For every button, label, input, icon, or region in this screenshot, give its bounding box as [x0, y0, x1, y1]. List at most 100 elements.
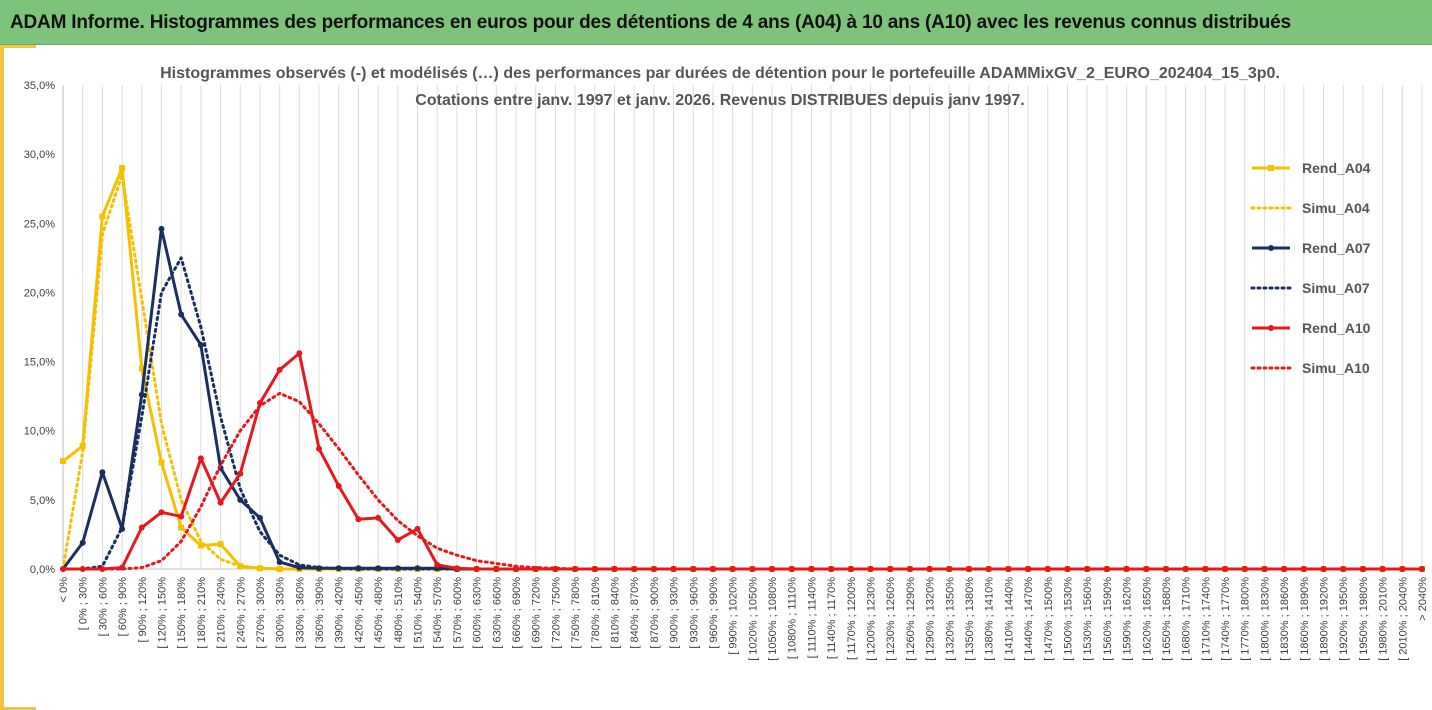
x-tick-label: [ 1710% ; 1740% — [1200, 577, 1212, 661]
data-point — [178, 311, 185, 318]
x-tick-label: [ 1560% ; 1590% — [1102, 577, 1114, 661]
x-tick-label: [ 750% ; 780% — [570, 577, 582, 649]
data-point — [217, 499, 224, 506]
legend-label: Simu_A04 — [1302, 200, 1370, 216]
x-tick-label: [ 900% ; 930% — [669, 577, 681, 649]
data-point — [178, 513, 185, 520]
series-line — [61, 227, 1422, 571]
x-tick-label: [ 150% ; 180% — [176, 577, 188, 649]
chart-title-line-2: Cotations entre janv. 1997 et janv. 2026… — [415, 92, 1024, 109]
data-point — [296, 350, 303, 357]
y-tick-label: 0,0% — [30, 564, 55, 576]
data-point — [276, 559, 283, 566]
grid-lines — [62, 85, 1423, 569]
data-point — [256, 565, 263, 572]
report-title: ADAM Informe. Histogrammes des performan… — [10, 12, 1291, 33]
legend-item: Simu_A07 — [1250, 280, 1370, 296]
legend: Rend_A04 Simu_A04 Rend_A07 Simu_A07 Rend_A10… — [1250, 160, 1371, 376]
report-banner: ADAM Informe. Histogrammes des performan… — [0, 0, 1432, 45]
data-point — [1379, 566, 1386, 572]
data-point — [60, 458, 66, 465]
y-tick-label: 5,0% — [30, 495, 55, 507]
x-tick-label: [ 330% ; 360% — [294, 577, 306, 649]
x-tick-label: > 2040% — [1417, 577, 1429, 621]
data-point — [158, 459, 165, 466]
x-tick-label: [ 810% ; 840% — [609, 577, 621, 649]
data-point — [394, 536, 401, 543]
x-tick-label: [ 990% ; 1020% — [728, 577, 740, 655]
x-tick-label: [ 1320% ; 1350% — [944, 577, 956, 661]
data-point — [690, 566, 697, 572]
legend-marker — [1268, 245, 1274, 251]
y-axis-ticks: 0,0% 5,0% 10,0% 15,0% 20,0% 25,0% 30,0% 35,0% — [24, 80, 55, 576]
series-simu-a10 — [61, 391, 1424, 571]
data-point — [197, 341, 204, 348]
data-point — [355, 516, 362, 523]
chart-title-line-1: Histogrammes observés (-) et modélisés (… — [160, 65, 1280, 82]
series-simu-a07 — [61, 256, 1424, 571]
x-tick-label: [ 930% ; 960% — [688, 577, 700, 649]
x-tick-label: [ 1590% ; 1620% — [1122, 577, 1134, 661]
data-point — [158, 509, 165, 516]
x-tick-label: [ 1440% ; 1470% — [1023, 577, 1035, 661]
x-tick-label: [ 1080% ; 1110% — [787, 577, 799, 659]
x-tick-label: [ 90% ; 120% — [137, 577, 149, 643]
x-tick-label: [ 1740% ; 1770% — [1220, 577, 1232, 661]
x-tick-label: [ 1950% ; 1980% — [1358, 577, 1370, 661]
x-tick-label: [ 420% ; 450% — [353, 577, 365, 649]
x-tick-label: [ 1800% ; 1830% — [1259, 577, 1271, 661]
x-tick-label: [ 540% ; 570% — [432, 577, 444, 649]
x-tick-label: [ 1860% ; 1890% — [1299, 577, 1311, 661]
x-tick-label: [ 1350% ; 1380% — [964, 577, 976, 661]
legend-item: Rend_A07 — [1252, 240, 1371, 256]
x-tick-label: [ 1230% ; 1260% — [885, 577, 897, 661]
legend-item: Simu_A10 — [1250, 360, 1370, 376]
x-tick-label: [ 1200% ; 1230% — [866, 577, 878, 661]
x-tick-label: [ 1380% ; 1410% — [984, 577, 996, 661]
data-point — [434, 561, 441, 568]
data-point — [119, 164, 126, 171]
data-point — [237, 496, 244, 503]
data-point — [473, 566, 480, 572]
data-point — [611, 566, 618, 572]
data-point — [493, 566, 500, 572]
legend-item: Rend_A10 — [1252, 320, 1371, 336]
x-tick-label: [ 840% ; 870% — [629, 577, 641, 649]
x-tick-label: [ 1470% ; 1500% — [1043, 577, 1055, 661]
x-tick-label: [ 60% ; 90% — [117, 577, 129, 637]
data-point — [316, 445, 323, 452]
x-tick-label: [ 600% ; 630% — [472, 577, 484, 649]
x-tick-label: [ 1980% ; 2010% — [1378, 577, 1390, 661]
x-tick-label: [ 1830% ; 1860% — [1279, 577, 1291, 661]
data-point — [276, 366, 283, 373]
x-tick-label: [ 480% ; 510% — [393, 577, 405, 649]
data-point — [99, 213, 106, 220]
x-tick-label: [ 0% ; 30% — [78, 577, 90, 630]
x-tick-label: [ 1290% ; 1320% — [925, 577, 937, 661]
series-line — [61, 256, 1424, 571]
x-tick-label: [ 1620% ; 1650% — [1141, 577, 1153, 661]
series-line — [61, 173, 1424, 571]
legend-marker — [1268, 325, 1274, 331]
x-axis-ticks: < 0% [ 0% ; 30% [ 30% ; 60% [ 60% ; 90% [ 90… — [58, 577, 1429, 661]
frame-left-accent — [0, 45, 4, 710]
x-tick-label: [ 2010% ; 2040% — [1397, 577, 1409, 661]
data-point — [158, 225, 165, 232]
x-tick-label: [ 570% ; 600% — [452, 577, 464, 649]
data-point — [79, 539, 86, 546]
x-tick-label: [ 1650% ; 1680% — [1161, 577, 1173, 661]
x-tick-label: [ 1110% ; 1140% — [806, 577, 818, 659]
x-tick-label: [ 720% ; 750% — [550, 577, 562, 649]
data-point — [828, 566, 835, 572]
x-tick-label: [ 1530% ; 1560% — [1082, 577, 1094, 661]
series-line — [61, 391, 1424, 571]
data-point — [138, 391, 145, 398]
x-tick-label: [ 240% ; 270% — [235, 577, 247, 649]
x-tick-label: [ 780% ; 810% — [590, 577, 602, 649]
data-point — [197, 542, 204, 549]
data-point — [178, 524, 185, 531]
x-tick-label: [ 1170% ; 1200% — [846, 577, 858, 660]
series-lines — [60, 164, 1425, 572]
x-tick-label: [ 1890% ; 1920% — [1319, 577, 1331, 661]
series-rend-a07 — [60, 225, 1425, 572]
